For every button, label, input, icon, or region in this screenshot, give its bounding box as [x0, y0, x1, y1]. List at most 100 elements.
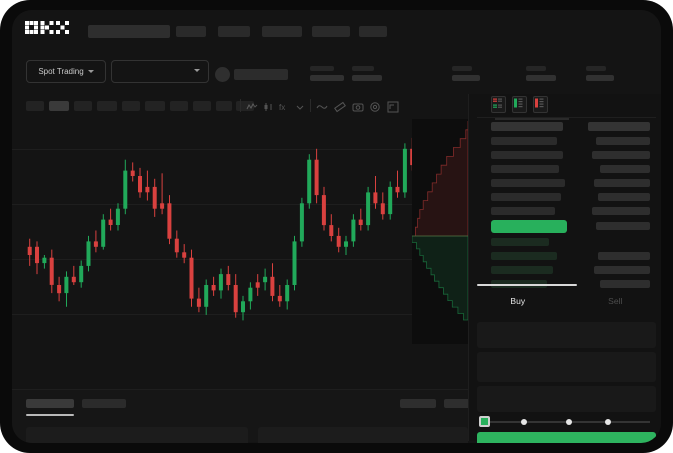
order-total-field[interactable]: [477, 386, 656, 412]
stat-value: [526, 74, 556, 81]
orderbook-ask-row[interactable]: [469, 204, 661, 218]
timeframe-6[interactable]: [145, 101, 165, 111]
ask-amount: [596, 137, 650, 145]
fullscreen-icon[interactable]: [387, 100, 399, 113]
pair-coin-icon: [215, 67, 230, 82]
stat-24h-high: [452, 66, 480, 81]
stat-label: [452, 66, 472, 71]
wave-icon[interactable]: [316, 100, 328, 112]
ask-amount: [600, 165, 650, 173]
orderbook-scrollbar[interactable]: [477, 284, 577, 286]
stat-value: [310, 74, 344, 81]
timeframe-7[interactable]: [170, 101, 188, 111]
stat-last-price: [310, 66, 344, 81]
price-chart[interactable]: [12, 119, 468, 389]
orders-action-2[interactable]: [444, 399, 480, 408]
spread-amount: [596, 222, 650, 230]
ask-amount: [594, 179, 650, 187]
nav-item-1[interactable]: [176, 26, 206, 37]
orderbook-display-modes: [491, 96, 548, 113]
timeframe-10[interactable]: [236, 101, 254, 111]
slider-stop-50[interactable]: [566, 419, 572, 425]
timeframe-3[interactable]: [74, 101, 92, 111]
market-type-label: Spot Trading: [38, 67, 84, 76]
stat-24h-low: [586, 66, 614, 81]
svg-text:fx: fx: [279, 103, 285, 112]
bid-price: [491, 252, 557, 260]
stat-label: [526, 66, 546, 71]
line-chart-icon[interactable]: [246, 100, 258, 112]
orderbook-ask-row[interactable]: [469, 148, 661, 162]
orderbook-ask-row[interactable]: [469, 190, 661, 204]
submit-order-button[interactable]: [477, 432, 656, 443]
tab-buy[interactable]: Buy: [510, 296, 526, 306]
top-navigation-bar: [12, 10, 661, 48]
timeframe-8[interactable]: [193, 101, 211, 111]
ruler-icon[interactable]: [334, 100, 346, 113]
orderbook-ask-row[interactable]: [469, 176, 661, 190]
orderbook-ask-row[interactable]: [469, 162, 661, 176]
order-amount-field[interactable]: [477, 352, 656, 382]
ob-mode-bids-icon[interactable]: [512, 96, 527, 113]
orders-action-1[interactable]: [400, 399, 436, 408]
ask-price: [491, 137, 557, 145]
timeframe-9[interactable]: [216, 101, 232, 111]
timeframe-2[interactable]: [49, 101, 69, 111]
nav-item-4[interactable]: [312, 26, 350, 37]
bid-price: [491, 238, 549, 246]
ob-mode-asks-icon[interactable]: [533, 96, 548, 113]
stat-24h-change: [352, 66, 382, 81]
stat-value: [352, 74, 382, 81]
spread-price-highlight: [491, 220, 567, 233]
search-input[interactable]: [88, 25, 170, 38]
settings-icon[interactable]: [369, 100, 381, 112]
timeframe-4[interactable]: [97, 101, 117, 111]
candlestick-icon[interactable]: [262, 100, 274, 112]
bid-amount: [598, 252, 650, 260]
candlestick-series: [27, 137, 437, 321]
bid-amount: [600, 280, 650, 288]
nav-item-5[interactable]: [359, 26, 387, 37]
camera-icon[interactable]: [352, 100, 364, 112]
ask-price: [491, 151, 563, 159]
timeframe-1[interactable]: [26, 101, 44, 111]
orderbook-spread-row[interactable]: [469, 218, 661, 235]
tab-order-history[interactable]: [82, 399, 126, 408]
slider-handle[interactable]: [479, 416, 490, 427]
timeframe-5[interactable]: [122, 101, 140, 111]
orderbook-trade-column: Buy Sell: [468, 94, 661, 443]
ask-amount: [592, 207, 650, 215]
trading-pair-selector[interactable]: [111, 60, 209, 83]
chevron-down-icon: [194, 69, 200, 72]
orderbook-bid-row[interactable]: [469, 249, 661, 263]
chevron-down-icon: [87, 70, 94, 73]
tab-open-orders[interactable]: [26, 399, 74, 408]
buy-sell-tabs: Buy Sell: [469, 290, 661, 316]
ob-mode-both-icon[interactable]: [491, 96, 506, 113]
last-price-display: [234, 69, 288, 80]
orderbook-rows[interactable]: [469, 120, 661, 291]
chevron-down-icon[interactable]: [294, 100, 306, 112]
okx-logo[interactable]: [25, 21, 69, 34]
orderbook-bid-row[interactable]: [469, 263, 661, 277]
orderbook-ask-row[interactable]: [469, 134, 661, 148]
app-screen: Spot Trading: [12, 10, 661, 443]
bid-amount: [594, 266, 650, 274]
indicator-icon[interactable]: fx: [278, 100, 290, 112]
stat-value: [452, 74, 480, 81]
market-type-selector[interactable]: Spot Trading: [26, 60, 106, 83]
slider-stop-25[interactable]: [521, 419, 527, 425]
order-price-field[interactable]: [477, 322, 656, 348]
ask-amount: [598, 193, 650, 201]
tab-sell[interactable]: Sell: [608, 296, 623, 306]
order-amount-slider[interactable]: [477, 416, 656, 428]
active-tab-underline: [26, 414, 74, 416]
orders-panel: [12, 389, 480, 443]
orderbook-bid-row[interactable]: [469, 235, 661, 249]
nav-item-2[interactable]: [218, 26, 250, 37]
slider-stop-75[interactable]: [605, 419, 611, 425]
nav-item-3[interactable]: [262, 26, 302, 37]
orderbook-header-row: [469, 120, 661, 134]
stat-value: [586, 74, 614, 81]
